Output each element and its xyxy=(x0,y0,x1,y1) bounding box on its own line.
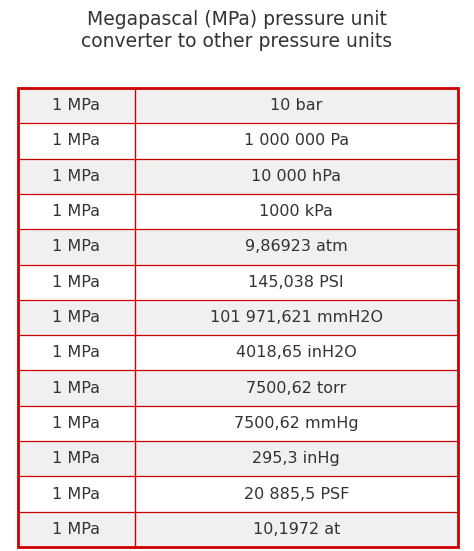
Text: 1 MPa: 1 MPa xyxy=(52,310,100,325)
Text: 9,86923 atm: 9,86923 atm xyxy=(245,239,347,255)
Text: 1 MPa: 1 MPa xyxy=(52,169,100,184)
Text: 10,1972 at: 10,1972 at xyxy=(253,522,340,537)
Text: 1 MPa: 1 MPa xyxy=(52,522,100,537)
Text: 1 000 000 Pa: 1 000 000 Pa xyxy=(244,133,349,148)
Text: 1 MPa: 1 MPa xyxy=(52,416,100,431)
Text: 101 971,621 mmH2O: 101 971,621 mmH2O xyxy=(210,310,383,325)
Bar xyxy=(18,512,458,547)
Text: 7500,62 torr: 7500,62 torr xyxy=(246,381,346,396)
Bar xyxy=(18,406,458,441)
Text: 10 000 hPa: 10 000 hPa xyxy=(251,169,341,184)
Bar xyxy=(18,194,458,229)
Text: 1 MPa: 1 MPa xyxy=(52,98,100,113)
Text: 4018,65 inH2O: 4018,65 inH2O xyxy=(236,345,356,360)
Text: 7500,62 mmHg: 7500,62 mmHg xyxy=(234,416,359,431)
Bar xyxy=(18,335,458,370)
Text: 20 885,5 PSF: 20 885,5 PSF xyxy=(244,487,349,501)
Bar xyxy=(18,159,458,194)
Bar xyxy=(18,229,458,264)
Text: 10 bar: 10 bar xyxy=(270,98,322,113)
Text: 295,3 inHg: 295,3 inHg xyxy=(253,451,340,466)
Bar xyxy=(18,477,458,512)
Bar xyxy=(18,88,458,547)
Text: 145,038 PSI: 145,038 PSI xyxy=(248,275,344,290)
Text: 1 MPa: 1 MPa xyxy=(52,451,100,466)
Bar xyxy=(18,264,458,300)
Text: Megapascal (MPa) pressure unit
converter to other pressure units: Megapascal (MPa) pressure unit converter… xyxy=(82,10,392,51)
Text: 1 MPa: 1 MPa xyxy=(52,239,100,255)
Text: 1 MPa: 1 MPa xyxy=(52,381,100,396)
Text: 1 MPa: 1 MPa xyxy=(52,275,100,290)
Text: 1 MPa: 1 MPa xyxy=(52,487,100,501)
Bar xyxy=(18,300,458,335)
Bar xyxy=(18,88,458,123)
Text: 1 MPa: 1 MPa xyxy=(52,345,100,360)
Text: 1000 kPa: 1000 kPa xyxy=(259,204,333,219)
Bar xyxy=(18,441,458,477)
Text: 1 MPa: 1 MPa xyxy=(52,133,100,148)
Bar xyxy=(18,370,458,406)
Text: 1 MPa: 1 MPa xyxy=(52,204,100,219)
Bar xyxy=(18,123,458,159)
